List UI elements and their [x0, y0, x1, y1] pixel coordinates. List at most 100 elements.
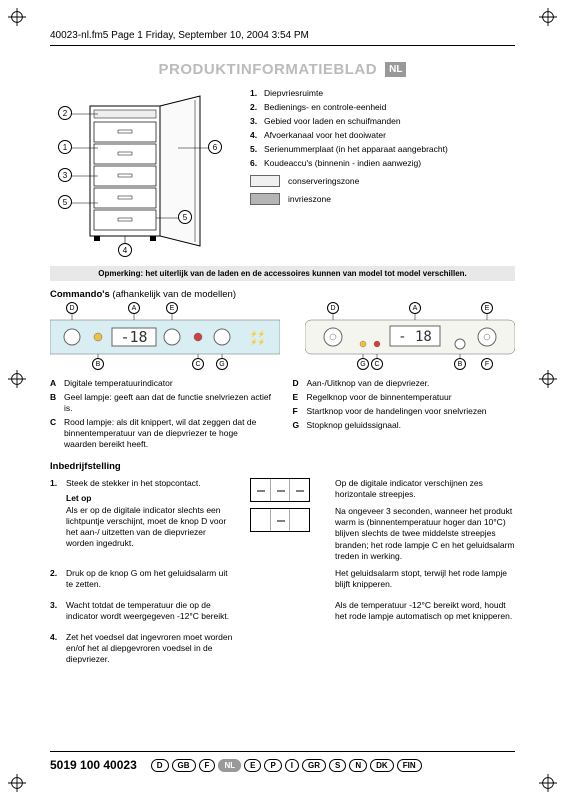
- lang-badge: NL: [385, 62, 406, 77]
- panel2-letter-c: C: [371, 358, 383, 370]
- step-4: 4. Zet het voedsel dat ingevroren moet w…: [50, 632, 235, 665]
- cmd-text: Startknop voor de handelingen voor snelv…: [307, 406, 487, 417]
- step-num: 1.: [50, 478, 66, 489]
- lang-pill-i: I: [285, 759, 299, 772]
- cmd-letter: D: [293, 378, 307, 389]
- footer-code: 5019 100 40023: [50, 758, 137, 772]
- lang-pill-d: D: [151, 759, 169, 772]
- commands-title-text: Commando's: [50, 289, 110, 300]
- lang-pill-n: N: [349, 759, 367, 772]
- display-box-1: [250, 478, 310, 502]
- step-num: 4.: [50, 632, 66, 665]
- callout-1: 1: [58, 140, 72, 154]
- cmd-text: Digitale temperatuurindicator: [64, 378, 173, 389]
- step-2: 2. Druk op de knop G om het geluidsalarm…: [50, 568, 235, 590]
- panel-letter-e: E: [166, 302, 178, 314]
- cmd-letter: B: [50, 392, 64, 414]
- cmd-letter: G: [293, 420, 307, 431]
- panel-letter-c: C: [192, 358, 204, 370]
- command-item: FStartknop voor de handelingen voor snel…: [293, 406, 516, 417]
- lang-pill-s: S: [329, 759, 346, 772]
- step-text: Steek de stekker in het stopcontact.: [66, 478, 201, 489]
- right-text-1: Na ongeveer 3 seconden, wanneer het prod…: [335, 506, 515, 561]
- callout-5b: 5: [178, 210, 192, 224]
- legend-text: Koudeaccu's (binnenin - indien aanwezig): [264, 158, 421, 169]
- step-text: Wacht totdat de temperatuur die op de in…: [66, 600, 235, 622]
- startup-title: Inbedrijfstelling: [50, 461, 515, 472]
- lang-pill-dk: DK: [370, 759, 394, 772]
- legend-num: 5.: [250, 144, 264, 155]
- lang-pill-p: P: [264, 759, 281, 772]
- step-num: 3.: [50, 600, 66, 622]
- commands-left: ADigitale temperatuurindicatorBGeel lamp…: [50, 378, 273, 453]
- step-1: 1. Steek de stekker in het stopcontact.: [50, 478, 235, 489]
- panel-letter-d: D: [66, 302, 78, 314]
- cmd-text: Geel lampje: geeft aan dat de functie sn…: [64, 392, 273, 414]
- right-text-0: Op de digitale indicator verschijnen zes…: [335, 478, 515, 500]
- panel2-letter-g: G: [357, 358, 369, 370]
- callout-5: 5: [58, 195, 72, 209]
- footer: 5019 100 40023 DGBFNLEPIGRSNDKFIN: [50, 751, 515, 772]
- panel1-display: -18: [120, 328, 147, 346]
- cmd-letter: C: [50, 417, 64, 450]
- panel2-letter-a: A: [409, 302, 421, 314]
- lang-pill-nl: NL: [218, 759, 241, 772]
- legend-item: 3.Gebied voor laden en schuifmanden: [250, 116, 515, 127]
- step-text: Zet het voedsel dat ingevroren moet word…: [66, 632, 235, 665]
- callout-4: 4: [118, 243, 132, 257]
- command-item: ADigitale temperatuurindicator: [50, 378, 273, 389]
- legend-num: 1.: [250, 88, 264, 99]
- right-text-2: Het geluidsalarm stopt, terwijl het rode…: [335, 568, 515, 590]
- panel2-letter-f: F: [481, 358, 493, 370]
- legend-num: 2.: [250, 102, 264, 113]
- command-item: CRood lampje: als dit knippert, wil dat …: [50, 417, 273, 450]
- legend-num: 4.: [250, 130, 264, 141]
- cmd-text: Stopknop geluidssignaal.: [307, 420, 402, 431]
- header-text: 40023-nl.fm5 Page 1 Friday, September 10…: [50, 30, 515, 41]
- panel2-display: - 18: [398, 329, 432, 345]
- lang-pill-gb: GB: [172, 759, 196, 772]
- panel-letter-b: B: [92, 358, 104, 370]
- legend-text: Gebied voor laden en schuifmanden: [264, 116, 401, 127]
- legend-item: 5.Serienummerplaat (in het apparaat aang…: [250, 144, 515, 155]
- legend-text: Afvoerkanaal voor het dooiwater: [264, 130, 386, 141]
- page-title: PRODUKTINFORMATIEBLAD: [159, 61, 378, 78]
- legend-text: Serienummerplaat (in het apparaat aangeb…: [264, 144, 448, 155]
- panel2-letter-e: E: [481, 302, 493, 314]
- cmd-letter: F: [293, 406, 307, 417]
- crop-mark-br: [539, 774, 557, 792]
- zone-label-b: invrieszone: [288, 194, 331, 204]
- command-item: ERegelknop voor de binnentemperatuur: [293, 392, 516, 403]
- display-diagrams: [250, 478, 320, 561]
- cmd-letter: E: [293, 392, 307, 403]
- command-item: GStopknop geluidssignaal.: [293, 420, 516, 431]
- legend: 1.Diepvriesruimte 2.Bedienings- en contro…: [250, 88, 515, 258]
- callout-6: 6: [208, 140, 222, 154]
- right-text-3: Als de temperatuur -12°C bereikt word, h…: [335, 600, 515, 622]
- commands-right: DAan-/Uitknop van de diepvriezer.ERegelk…: [293, 378, 516, 453]
- legend-item: 1.Diepvriesruimte: [250, 88, 515, 99]
- legend-text: Bedienings- en controle-eenheid: [264, 102, 386, 113]
- lang-pill-gr: GR: [302, 759, 326, 772]
- legend-num: 3.: [250, 116, 264, 127]
- svg-text:⚡⚡: ⚡⚡: [250, 338, 265, 346]
- cmd-text: Regelknop voor de binnentemperatuur: [307, 392, 452, 403]
- zone-box-b: [250, 193, 280, 205]
- lang-pill-fin: FIN: [397, 759, 422, 772]
- svg-text:⚡⚡: ⚡⚡: [250, 330, 265, 338]
- command-item: BGeel lampje: geeft aan dat de functie s…: [50, 392, 273, 414]
- panel2-letter-d: D: [327, 302, 339, 314]
- panel-letter-a: A: [128, 302, 140, 314]
- step-text: Druk op de knop G om het geluidsalarm ui…: [66, 568, 235, 590]
- crop-mark-bl: [8, 774, 26, 792]
- panel2-letter-b: B: [454, 358, 466, 370]
- cmd-text: Aan-/Uitknop van de diepvriezer.: [307, 378, 430, 389]
- legend-num: 6.: [250, 158, 264, 169]
- lang-pill-e: E: [244, 759, 261, 772]
- step-num: 2.: [50, 568, 66, 590]
- zone-label-a: conserveringszone: [288, 176, 359, 186]
- commands-subtitle: (afhankelijk van de modellen): [110, 289, 236, 300]
- legend-item: 2.Bedienings- en controle-eenheid: [250, 102, 515, 113]
- header-rule: [50, 45, 515, 46]
- cmd-letter: A: [50, 378, 64, 389]
